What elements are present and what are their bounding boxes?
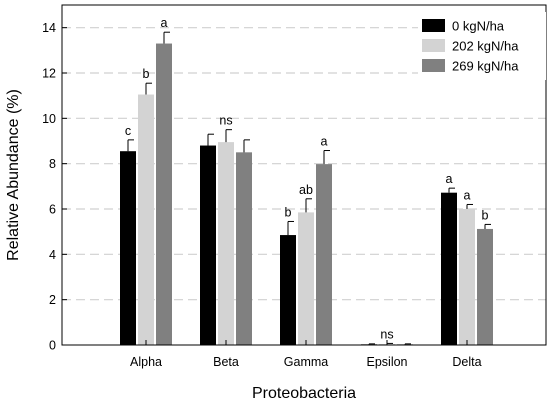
bar [120, 151, 136, 345]
significance-label: c [125, 124, 131, 138]
y-tick-label: 12 [42, 67, 56, 81]
legend-label: 269 kgN/ha [452, 59, 519, 74]
significance-label: ns [219, 114, 232, 128]
legend-swatch [422, 39, 445, 52]
x-tick-label: Delta [452, 355, 481, 369]
significance-label: ab [299, 183, 313, 197]
y-tick-label: 2 [49, 293, 56, 307]
y-axis-title: Relative Abundance (%) [5, 89, 22, 261]
ticks-layer: 0 2 4 6 8 10 12 14 Alpha Beta Gamma Epsilon Delta [42, 21, 482, 369]
significance-label: ns [380, 327, 393, 341]
legend-label: 0 kgN/ha [452, 19, 505, 34]
x-axis-title: Proteobacteria [252, 385, 356, 402]
bar [298, 212, 314, 345]
bar [477, 228, 493, 345]
bars-layer [120, 31, 493, 346]
significance-label: b [482, 208, 489, 222]
bar [316, 164, 332, 345]
significance-label: b [143, 67, 150, 81]
significance-label: b [285, 205, 292, 219]
significance-label: a [321, 135, 328, 149]
x-tick-label: Beta [213, 355, 239, 369]
bar [236, 152, 252, 345]
bar [218, 142, 234, 345]
y-tick-label: 8 [49, 157, 56, 171]
bar [138, 94, 154, 346]
significance-label: a [161, 16, 168, 30]
x-tick-label: Epsilon [367, 355, 408, 369]
plot-frame [61, 4, 547, 346]
significance-label: a [464, 188, 471, 202]
bar [459, 209, 475, 345]
y-tick-label: 6 [49, 203, 56, 217]
bar [280, 235, 296, 345]
y-tick-label: 14 [42, 21, 56, 35]
y-tick-label: 4 [49, 248, 56, 262]
legend-swatch [422, 19, 445, 32]
bar [156, 43, 172, 346]
x-tick-label: Alpha [130, 355, 162, 369]
y-tick-label: 10 [42, 112, 56, 126]
y-tick-label: 0 [49, 339, 56, 353]
legend: 0 kgN/ha 202 kgN/ha 269 kgN/ha [418, 12, 546, 80]
significance-label: a [446, 172, 453, 186]
bar [200, 145, 216, 345]
axes-layer [61, 4, 547, 346]
legend-label: 202 kgN/ha [452, 39, 519, 54]
legend-swatch [422, 59, 445, 72]
bar [441, 192, 457, 345]
x-tick-label: Gamma [284, 355, 329, 369]
